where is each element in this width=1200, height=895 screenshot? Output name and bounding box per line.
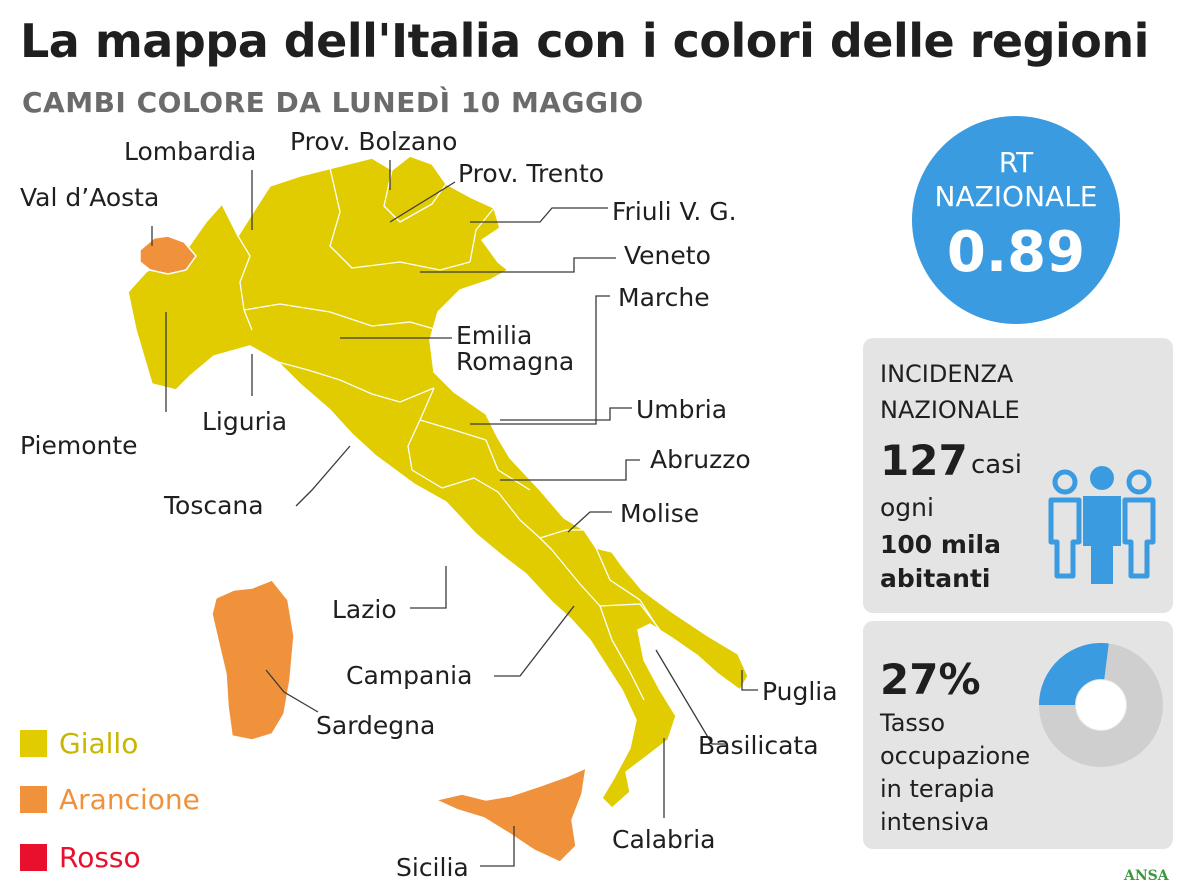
- label-basilicata: Basilicata: [698, 731, 819, 760]
- incidence-heading-line2: NAZIONALE: [880, 396, 1020, 424]
- legend-label-giallo: Giallo: [59, 727, 139, 760]
- region-labels: Val d’Aosta Lombardia Prov. Bolzano Prov…: [20, 127, 838, 882]
- source-logo: ANSA: [1124, 868, 1169, 884]
- label-prov-trento: Prov. Trento: [458, 159, 604, 188]
- label-toscana: Toscana: [163, 491, 264, 520]
- donut-occupied-segment: [1039, 643, 1109, 707]
- rt-label-line1: RT: [998, 146, 1034, 179]
- legend-item-giallo: Giallo: [20, 727, 138, 760]
- page-subtitle: CAMBI COLORE DA LUNEDÌ 10 MAGGIO: [22, 86, 644, 119]
- label-liguria: Liguria: [202, 407, 287, 436]
- legend-swatch-giallo: [20, 730, 47, 757]
- mainland-shape: [127, 155, 749, 809]
- region-sardegna: [211, 579, 295, 741]
- people-icon: [1048, 466, 1156, 584]
- label-abruzzo: Abruzzo: [650, 445, 751, 474]
- occupancy-desc-line3: in terapia: [880, 775, 995, 803]
- incidence-per-line3: abitanti: [880, 564, 991, 593]
- legend-label-rosso: Rosso: [59, 841, 141, 874]
- donut-hole: [1076, 680, 1126, 730]
- legend-item-rosso: Rosso: [20, 841, 141, 874]
- label-campania: Campania: [346, 661, 472, 690]
- label-umbria: Umbria: [636, 395, 727, 424]
- page-title: La mappa dell'Italia con i colori delle …: [20, 14, 1149, 68]
- region-valle-d-aosta: [139, 235, 197, 275]
- incidence-panel: INCIDENZA NAZIONALE 127 casi ogni 100 mi…: [863, 338, 1173, 613]
- label-calabria: Calabria: [612, 825, 715, 854]
- rt-label-line2: NAZIONALE: [934, 180, 1098, 213]
- label-sardegna: Sardegna: [316, 711, 435, 740]
- incidence-value: 127: [880, 436, 968, 485]
- legend-item-arancione: Arancione: [20, 783, 200, 816]
- label-piemonte: Piemonte: [20, 431, 138, 460]
- occupancy-panel: 27% Tasso occupazione in terapia intensi…: [863, 621, 1173, 849]
- incidence-per-line1: ogni: [880, 493, 934, 522]
- label-prov-bolzano: Prov. Bolzano: [290, 127, 457, 156]
- label-molise: Molise: [620, 499, 699, 528]
- legend-label-arancione: Arancione: [59, 783, 200, 816]
- incidence-unit: casi: [971, 450, 1022, 480]
- legend-swatch-arancione: [20, 786, 47, 813]
- legend-swatch-rosso: [20, 844, 47, 871]
- region-sicilia: [433, 766, 587, 863]
- occupancy-desc-line1: Tasso: [880, 709, 946, 737]
- italy-map: Val d’Aosta Lombardia Prov. Bolzano Prov…: [20, 127, 838, 882]
- occupancy-donut: [1039, 643, 1163, 767]
- occupancy-desc-line4: intensiva: [880, 808, 990, 836]
- label-veneto: Veneto: [624, 241, 711, 270]
- label-puglia: Puglia: [762, 677, 838, 706]
- occupancy-value: 27%: [880, 655, 981, 704]
- incidence-per-line2: 100 mila: [880, 530, 1001, 559]
- label-emilia-line2: Romagna: [456, 347, 574, 376]
- label-lazio: Lazio: [332, 595, 397, 624]
- label-val-d-aosta: Val d’Aosta: [20, 183, 159, 212]
- label-marche: Marche: [618, 283, 710, 312]
- rt-badge: RT NAZIONALE 0.89: [912, 116, 1120, 324]
- label-emilia-line1: Emilia: [456, 321, 532, 350]
- incidence-heading-line1: INCIDENZA: [880, 360, 1014, 388]
- leader-lines: [151, 160, 758, 867]
- occupancy-desc-line2: occupazione: [880, 742, 1031, 770]
- label-friuli: Friuli V. G.: [612, 197, 737, 226]
- mainland: [127, 155, 749, 809]
- rt-value: 0.89: [946, 220, 1086, 285]
- label-sicilia: Sicilia: [396, 853, 469, 882]
- label-lombardia: Lombardia: [124, 137, 256, 166]
- region-borders: [237, 167, 661, 701]
